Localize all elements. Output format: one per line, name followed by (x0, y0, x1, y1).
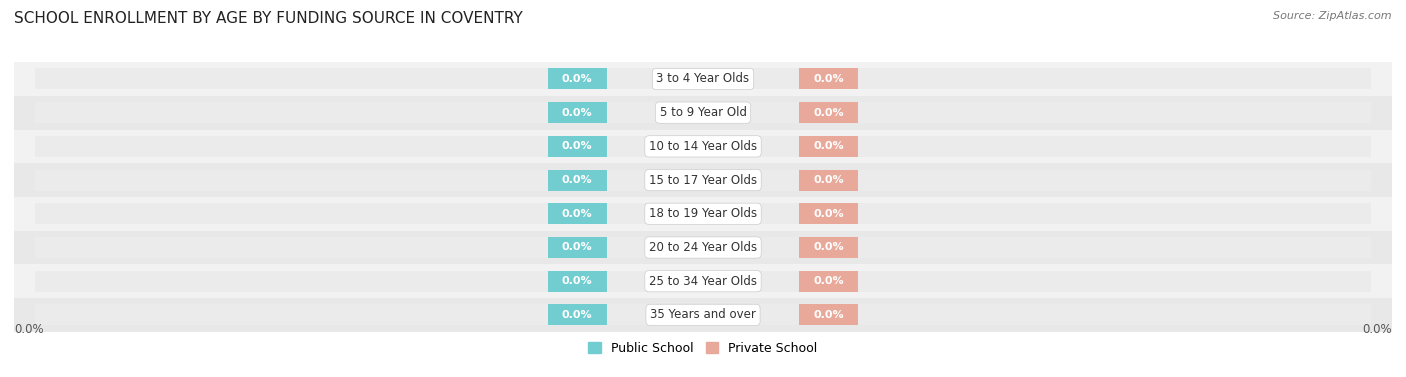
Text: 0.0%: 0.0% (14, 323, 44, 336)
Text: 0.0%: 0.0% (562, 141, 592, 151)
Bar (14, 298, 1392, 332)
Text: 0.0%: 0.0% (814, 242, 844, 253)
Bar (35, 271, 1371, 292)
Bar (548, 271, 606, 292)
Bar (548, 237, 606, 258)
Bar (800, 203, 858, 224)
Text: 0.0%: 0.0% (814, 209, 844, 219)
Text: 0.0%: 0.0% (562, 310, 592, 320)
Text: 0.0%: 0.0% (814, 141, 844, 151)
Text: 18 to 19 Year Olds: 18 to 19 Year Olds (650, 207, 756, 220)
Bar (14, 197, 1392, 231)
Bar (548, 69, 606, 89)
Bar (35, 170, 1371, 190)
Bar (548, 170, 606, 190)
Bar (800, 102, 858, 123)
Bar (35, 69, 1371, 89)
Text: 0.0%: 0.0% (562, 175, 592, 185)
Text: 5 to 9 Year Old: 5 to 9 Year Old (659, 106, 747, 119)
Text: 0.0%: 0.0% (562, 242, 592, 253)
Bar (14, 231, 1392, 264)
Bar (35, 203, 1371, 224)
Text: 0.0%: 0.0% (814, 276, 844, 286)
Bar (35, 305, 1371, 325)
Text: 0.0%: 0.0% (814, 310, 844, 320)
Text: 15 to 17 Year Olds: 15 to 17 Year Olds (650, 173, 756, 187)
Bar (548, 136, 606, 157)
Bar (548, 203, 606, 224)
Text: 0.0%: 0.0% (562, 108, 592, 118)
Text: 10 to 14 Year Olds: 10 to 14 Year Olds (650, 140, 756, 153)
Bar (35, 136, 1371, 157)
Bar (800, 170, 858, 190)
Bar (35, 102, 1371, 123)
Text: 0.0%: 0.0% (562, 209, 592, 219)
Bar (14, 130, 1392, 163)
Text: 0.0%: 0.0% (562, 74, 592, 84)
Text: 0.0%: 0.0% (814, 74, 844, 84)
Bar (800, 271, 858, 292)
Text: 0.0%: 0.0% (1362, 323, 1392, 336)
Text: 0.0%: 0.0% (562, 276, 592, 286)
Text: SCHOOL ENROLLMENT BY AGE BY FUNDING SOURCE IN COVENTRY: SCHOOL ENROLLMENT BY AGE BY FUNDING SOUR… (14, 11, 523, 26)
Bar (35, 237, 1371, 258)
Text: 25 to 34 Year Olds: 25 to 34 Year Olds (650, 275, 756, 288)
Bar (800, 69, 858, 89)
Bar (548, 102, 606, 123)
Bar (14, 96, 1392, 130)
Bar (14, 264, 1392, 298)
Legend: Public School, Private School: Public School, Private School (583, 337, 823, 360)
Bar (800, 305, 858, 325)
Text: 20 to 24 Year Olds: 20 to 24 Year Olds (650, 241, 756, 254)
Text: 35 Years and over: 35 Years and over (650, 308, 756, 322)
Bar (800, 136, 858, 157)
Bar (14, 163, 1392, 197)
Text: Source: ZipAtlas.com: Source: ZipAtlas.com (1274, 11, 1392, 21)
Bar (548, 305, 606, 325)
Text: 0.0%: 0.0% (814, 108, 844, 118)
Text: 0.0%: 0.0% (814, 175, 844, 185)
Bar (14, 62, 1392, 96)
Bar (800, 237, 858, 258)
Text: 3 to 4 Year Olds: 3 to 4 Year Olds (657, 72, 749, 86)
